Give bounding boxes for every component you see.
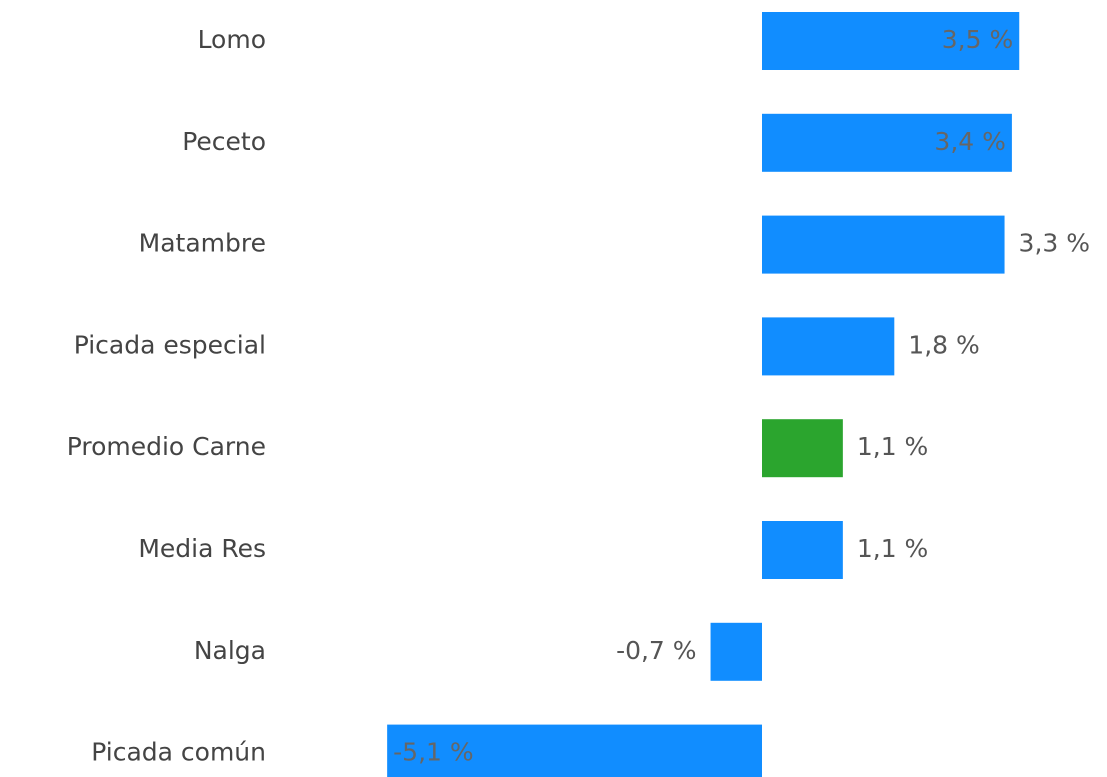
bar bbox=[387, 724, 762, 777]
bar bbox=[762, 215, 1005, 274]
data-label: 3,5 % bbox=[942, 25, 1013, 54]
data-label: 1,1 % bbox=[857, 534, 928, 563]
data-label: 1,1 % bbox=[857, 432, 928, 461]
category-label: Promedio Carne bbox=[67, 432, 266, 461]
category-label: Lomo bbox=[198, 25, 266, 54]
category-label: Nalga bbox=[194, 636, 266, 665]
bar bbox=[710, 622, 762, 681]
data-label: 3,4 % bbox=[934, 127, 1005, 156]
bar bbox=[762, 113, 1012, 172]
data-label: -5,1 % bbox=[393, 738, 473, 767]
data-label: 3,3 % bbox=[1019, 229, 1090, 258]
category-label: Peceto bbox=[182, 127, 266, 156]
data-label: -0,7 % bbox=[616, 636, 696, 665]
bar bbox=[762, 12, 1020, 70]
data-label: 1,8 % bbox=[908, 330, 979, 359]
category-label: Media Res bbox=[138, 534, 266, 563]
bar bbox=[762, 317, 895, 376]
bar bbox=[762, 419, 843, 478]
category-label: Matambre bbox=[139, 229, 266, 258]
category-label: Picada común bbox=[91, 738, 266, 767]
bar bbox=[762, 521, 843, 579]
category-label: Picada especial bbox=[74, 330, 266, 359]
